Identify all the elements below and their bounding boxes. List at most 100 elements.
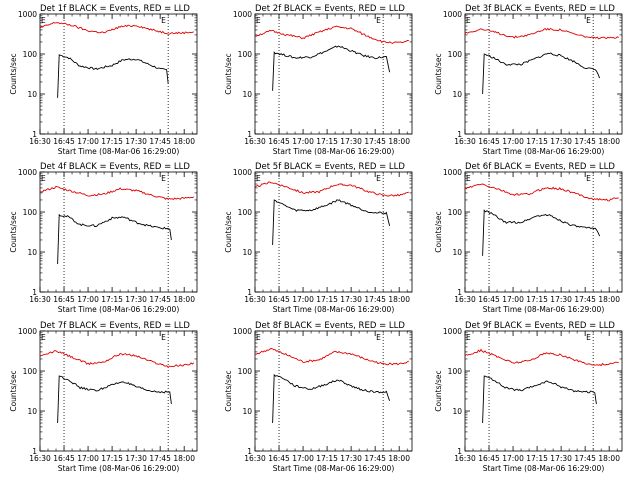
panel-title: Det 6f BLACK = Events, RED = LLD [465, 162, 615, 172]
y-tick-label: 1000 [233, 10, 252, 19]
lld-series-line [254, 181, 409, 197]
y-axis-label: Counts/sec [9, 370, 18, 411]
detector-panel: Det 8f BLACK = Events, RED = LLD 1 10 100 10… [224, 321, 413, 473]
event-marker: E [466, 16, 471, 25]
y-tick-label: 100 [238, 50, 253, 59]
y-tick-label: 1000 [233, 327, 252, 336]
plot-frame [254, 171, 413, 293]
y-tick-label: 1000 [18, 327, 37, 336]
x-tick-label: 17:15 [101, 137, 123, 146]
y-axis-label: Counts/sec [434, 370, 443, 411]
x-tick-label: 16:45 [268, 454, 290, 463]
event-marker: E [161, 16, 166, 25]
y-axis-label: Counts/sec [224, 53, 233, 94]
lld-series-line [39, 21, 194, 35]
y-tick-label: 1000 [443, 10, 462, 19]
x-tick-label: 17:30 [550, 295, 572, 304]
x-tick-label: 18:00 [388, 454, 410, 463]
y-tick-label: 1 [457, 447, 462, 456]
y-tick-label: 1 [457, 288, 462, 297]
y-axis-label: Counts/sec [9, 211, 18, 252]
x-tick-label: 17:30 [340, 137, 362, 146]
y-axis-label: Counts/sec [224, 211, 233, 252]
x-tick-label: 16:30 [29, 454, 51, 463]
x-tick-label: 17:45 [574, 295, 596, 304]
plot-frame [254, 330, 413, 452]
lld-series-line [254, 25, 409, 44]
x-axis-label: Start Time (08-Mar-06 16:29:00) [483, 305, 605, 314]
y-tick-label: 100 [448, 208, 463, 217]
x-tick-label: 17:30 [340, 295, 362, 304]
lld-series-line [465, 183, 619, 202]
x-tick-label: 16:30 [29, 295, 51, 304]
panel-title: Det 9f BLACK = Events, RED = LLD [465, 321, 615, 331]
x-tick-label: 17:00 [502, 137, 524, 146]
y-tick-label: 100 [23, 367, 38, 376]
x-tick-label: 17:15 [526, 454, 548, 463]
x-tick-label: 17:15 [526, 137, 548, 146]
y-tick-label: 1 [247, 130, 252, 139]
y-tick-label: 1 [457, 130, 462, 139]
x-tick-label: 16:45 [478, 295, 500, 304]
y-axis-label: Counts/sec [434, 53, 443, 94]
y-tick-label: 1 [247, 288, 252, 297]
x-axis-label: Start Time (08-Mar-06 16:29:00) [273, 464, 395, 473]
y-tick-label: 10 [27, 407, 37, 416]
event-marker: E [466, 174, 471, 183]
x-tick-label: 17:45 [574, 137, 596, 146]
x-tick-label: 16:45 [478, 454, 500, 463]
x-tick-label: 17:00 [77, 454, 99, 463]
x-tick-label: 18:00 [598, 295, 620, 304]
x-tick-label: 18:00 [598, 454, 620, 463]
detector-panel: Det 9f BLACK = Events, RED = LLD 1 10 100 10… [434, 321, 623, 473]
y-tick-label: 1000 [18, 168, 37, 177]
lld-series-line [39, 349, 195, 369]
event-marker: E [586, 333, 591, 342]
x-tick-label: 18:00 [388, 295, 410, 304]
y-tick-label: 10 [452, 90, 462, 99]
x-tick-label: 16:45 [53, 295, 75, 304]
plot-frame [39, 330, 198, 452]
event-marker: E [41, 333, 46, 342]
events-series-line [482, 375, 597, 424]
y-tick-label: 100 [238, 208, 253, 217]
x-axis-label: Start Time (08-Mar-06 16:29:00) [58, 147, 180, 156]
plot-frame [39, 13, 198, 135]
x-tick-label: 16:45 [53, 454, 75, 463]
x-tick-label: 17:00 [292, 454, 314, 463]
y-tick-label: 10 [242, 90, 252, 99]
plot-frame [464, 13, 623, 135]
plot-frame [464, 171, 623, 293]
event-marker: E [376, 16, 381, 25]
y-tick-label: 10 [452, 248, 462, 257]
y-tick-label: 1000 [233, 168, 252, 177]
x-tick-label: 17:30 [125, 137, 147, 146]
x-tick-label: 17:30 [550, 454, 572, 463]
y-axis-label: Counts/sec [9, 53, 18, 94]
events-series-line [482, 52, 601, 95]
x-tick-label: 17:00 [77, 137, 99, 146]
x-tick-label: 18:00 [173, 137, 195, 146]
x-tick-label: 17:15 [101, 295, 123, 304]
x-axis-label: Start Time (08-Mar-06 16:29:00) [58, 305, 180, 314]
event-marker: E [586, 174, 591, 183]
event-marker: E [586, 16, 591, 25]
panel-title: Det 3f BLACK = Events, RED = LLD [465, 4, 615, 14]
y-tick-label: 10 [242, 248, 252, 257]
x-tick-label: 16:45 [53, 137, 75, 146]
detector-panel: Det 1f BLACK = Events, RED = LLD 1 10 100 10… [9, 4, 198, 156]
y-tick-label: 100 [448, 367, 463, 376]
lld-series-line [464, 27, 619, 40]
event-marker: E [161, 333, 166, 342]
y-tick-label: 1 [247, 447, 252, 456]
x-tick-label: 17:15 [316, 137, 338, 146]
x-tick-label: 17:45 [149, 295, 171, 304]
y-tick-label: 1 [32, 288, 37, 297]
events-series-line [57, 54, 169, 98]
x-tick-label: 17:00 [292, 137, 314, 146]
x-tick-label: 17:00 [502, 454, 524, 463]
y-tick-label: 100 [238, 367, 253, 376]
events-series-line [57, 375, 172, 424]
x-axis-label: Start Time (08-Mar-06 16:29:00) [483, 464, 605, 473]
x-tick-label: 17:00 [502, 295, 524, 304]
